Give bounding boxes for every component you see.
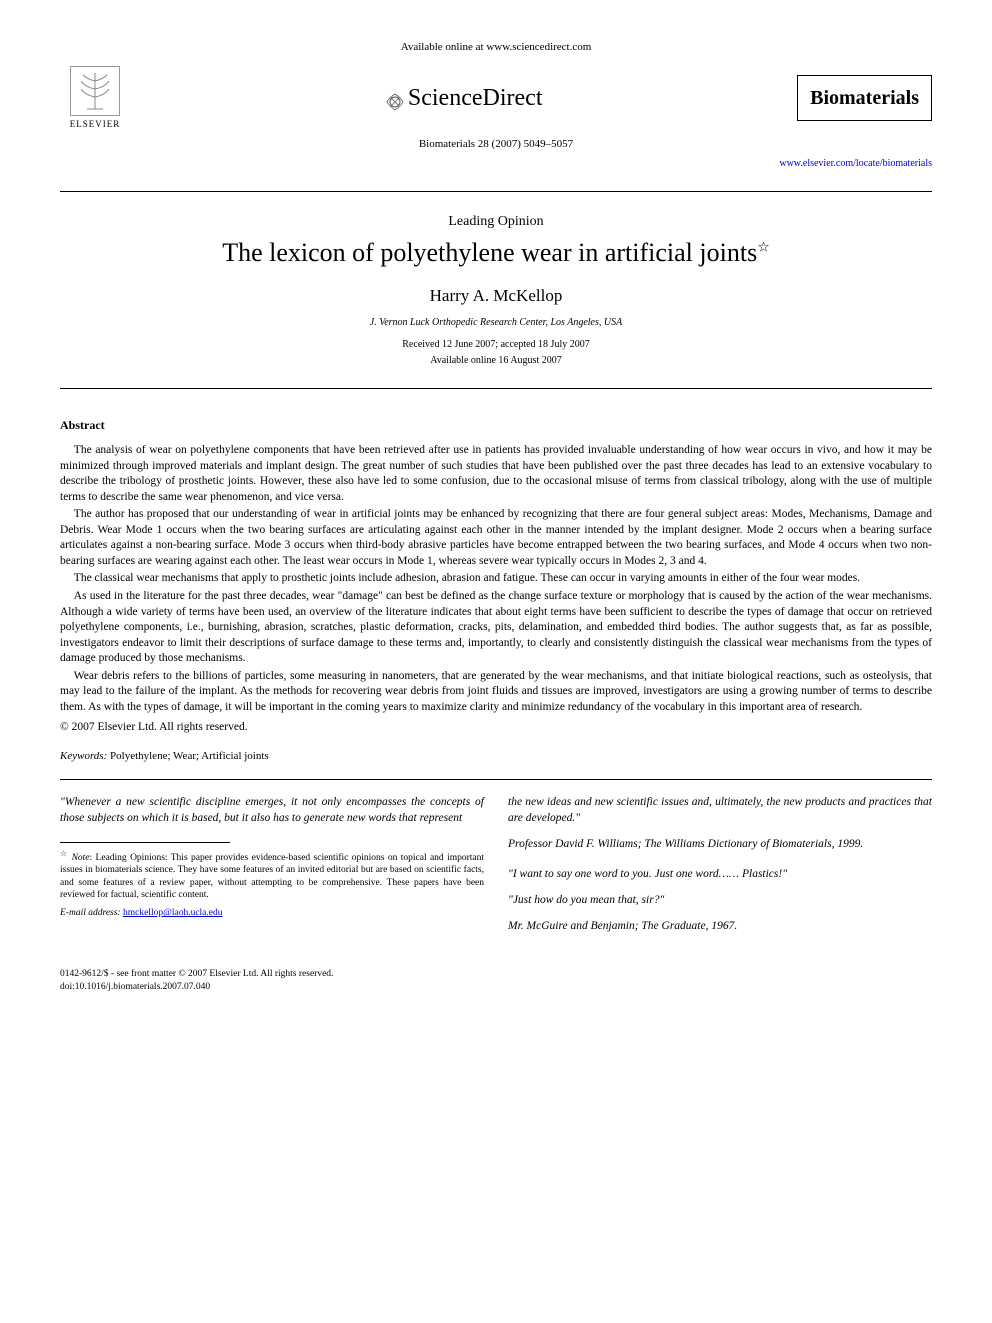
quote3: "Just how do you mean that, sir?" [508,892,932,908]
quote2: "I want to say one word to you. Just one… [508,866,932,882]
received-date: Received 12 June 2007; accepted 18 July … [60,338,932,352]
elsevier-text: ELSEVIER [70,118,121,131]
affiliation: J. Vernon Luck Orthopedic Research Cente… [60,316,932,330]
copyright-line: © 2007 Elsevier Ltd. All rights reserved… [60,719,932,735]
email-link[interactable]: hmckellop@laoh.ucla.edu [123,908,223,918]
available-online-text: Available online at www.sciencedirect.co… [60,40,932,55]
footer-line1: 0142-9612/$ - see front matter © 2007 El… [60,968,932,981]
sciencedirect-icon [385,92,405,112]
footnote-separator [60,842,230,843]
header-rule [60,191,932,192]
title-star-icon: ☆ [757,241,770,256]
abstract-heading: Abstract [60,417,932,434]
footer-doi: doi:10.1016/j.biomaterials.2007.07.040 [60,981,932,994]
keywords-line: Keywords: Polyethylene; Wear; Artificial… [60,749,932,764]
citation-line: Biomaterials 28 (2007) 5049–5057 [60,137,932,152]
abstract-p3: The classical wear mechanisms that apply… [60,571,932,587]
abstract-p4: As used in the literature for the past t… [60,589,932,667]
journal-url[interactable]: www.elsevier.com/locate/biomaterials [60,157,932,171]
footnote-note-label: Note [72,853,90,863]
abstract-p2: The author has proposed that our underst… [60,507,932,569]
footer: 0142-9612/$ - see front matter © 2007 El… [60,968,932,995]
footnote-star-icon: ☆ [60,849,68,858]
section-rule [60,779,932,780]
email-line: E-mail address: hmckellop@laoh.ucla.edu [60,907,484,920]
author-name: Harry A. McKellop [60,284,932,308]
footnote-body: : Leading Opinions: This paper provides … [60,853,484,900]
quote1-left: "Whenever a new scientific discipline em… [60,794,484,826]
sciencedirect-logo: ScienceDirect [385,82,543,116]
keywords-text: Polyethylene; Wear; Artificial joints [107,750,268,762]
keywords-label: Keywords: [60,750,107,762]
header-logos-row: ELSEVIER ScienceDirect Biomaterials [60,63,932,133]
footnote-text: ☆ Note: Leading Opinions: This paper pro… [60,849,484,902]
journal-logo: Biomaterials [797,75,932,121]
sciencedirect-text: ScienceDirect [408,85,543,111]
title-rule [60,388,932,389]
abstract-p1: The analysis of wear on polyethylene com… [60,443,932,505]
left-column: "Whenever a new scientific discipline em… [60,794,484,949]
quote1-attribution: Professor David F. Williams; The William… [508,836,932,852]
article-title: The lexicon of polyethylene wear in arti… [60,235,932,271]
quote2-attribution: Mr. McGuire and Benjamin; The Graduate, … [508,918,932,934]
quote1-right: the new ideas and new scientific issues … [508,794,932,826]
elsevier-logo: ELSEVIER [60,63,130,133]
email-label: E-mail address: [60,908,121,918]
abstract-p5: Wear debris refers to the billions of pa… [60,669,932,716]
title-text: The lexicon of polyethylene wear in arti… [222,238,757,267]
abstract-section: Abstract The analysis of wear on polyeth… [60,417,932,736]
elsevier-tree-icon [70,66,120,116]
available-date: Available online 16 August 2007 [60,354,932,368]
article-type: Leading Opinion [60,212,932,232]
right-column: the new ideas and new scientific issues … [508,794,932,949]
body-columns: "Whenever a new scientific discipline em… [60,794,932,949]
